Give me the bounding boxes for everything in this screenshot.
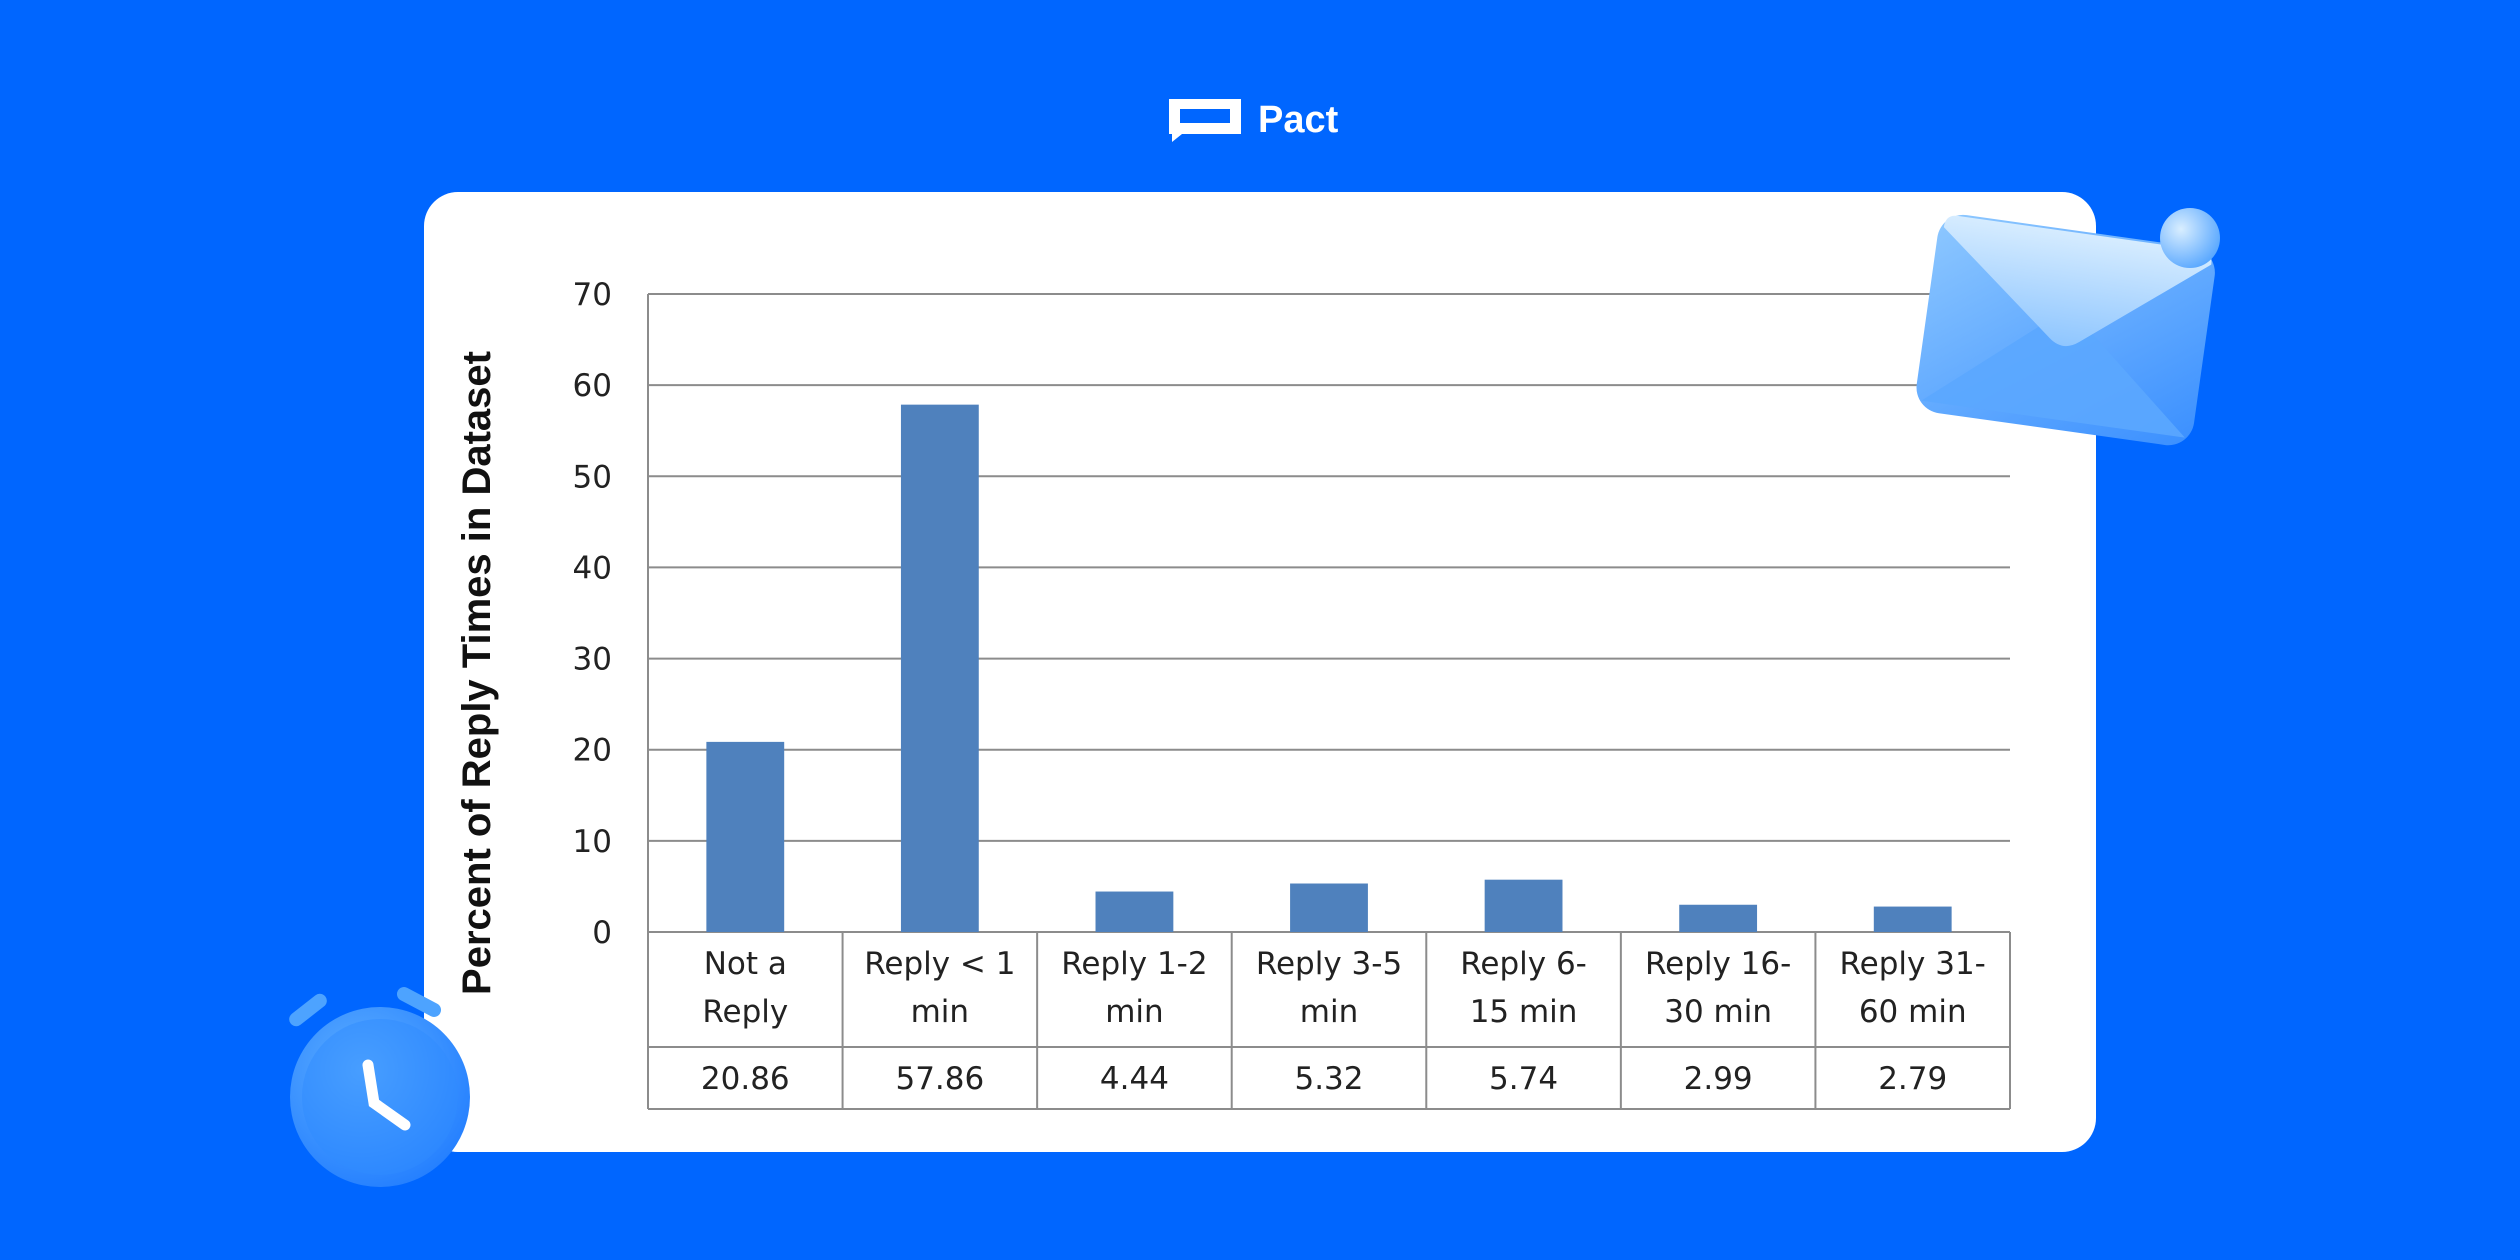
bar [1095, 891, 1174, 932]
x-category-label: Reply 16- [1645, 946, 1791, 982]
bar-chart: 0 10 20 30 40 50 60 70 Percent of Reply Times in… [455, 277, 2011, 1110]
y-tick-label: 30 [573, 642, 612, 678]
brand-name: Pact [1258, 98, 1339, 141]
data-value-label: 2.79 [1878, 1061, 1947, 1097]
data-value-label: 5.74 [1489, 1061, 1558, 1097]
x-category-label: Reply 6- [1460, 946, 1587, 982]
data-value-label: 5.32 [1294, 1061, 1363, 1097]
y-tick-label: 10 [573, 824, 612, 860]
x-category-label: 60 min [1859, 994, 1967, 1030]
bar [900, 404, 979, 932]
x-category-label: Reply < 1 [864, 946, 1015, 982]
data-value-label: 4.44 [1100, 1061, 1169, 1097]
bar [1873, 906, 1952, 932]
y-tick-label: 60 [573, 368, 612, 404]
x-category-label: min [1300, 994, 1358, 1030]
y-tick-label: 20 [573, 733, 612, 769]
x-category-label: Not a [704, 946, 787, 982]
x-category-label: Reply 3-5 [1256, 946, 1402, 982]
pact-logo-icon [1169, 99, 1241, 142]
bar [1679, 904, 1758, 932]
data-value-label: 20.86 [701, 1061, 790, 1097]
x-category-label: Reply 31- [1840, 946, 1986, 982]
y-tick-label: 40 [573, 550, 612, 586]
alarm-clock-icon [289, 987, 470, 1187]
y-tick-label: 0 [592, 915, 612, 951]
bar [1484, 879, 1563, 932]
y-tick-label: 50 [573, 459, 612, 495]
envelope-icon [1916, 208, 2220, 446]
bar [706, 741, 785, 932]
data-value-label: 57.86 [895, 1061, 984, 1097]
x-category-label: min [911, 994, 969, 1030]
chart-card: 0 10 20 30 40 50 60 70 Percent of Reply Times in… [424, 192, 2096, 1152]
brand: Pact [1166, 96, 1338, 144]
x-category-label: Reply 1-2 [1061, 946, 1207, 982]
y-tick-label: 70 [573, 277, 612, 313]
y-axis-label: Percent of Reply Times in Dataset [455, 351, 499, 995]
data-value-label: 2.99 [1684, 1061, 1753, 1097]
x-category-label: 30 min [1664, 994, 1772, 1030]
x-category-label: min [1105, 994, 1163, 1030]
bar [1290, 883, 1368, 932]
x-category-label: 15 min [1470, 994, 1578, 1030]
x-category-label: Reply [702, 994, 788, 1030]
